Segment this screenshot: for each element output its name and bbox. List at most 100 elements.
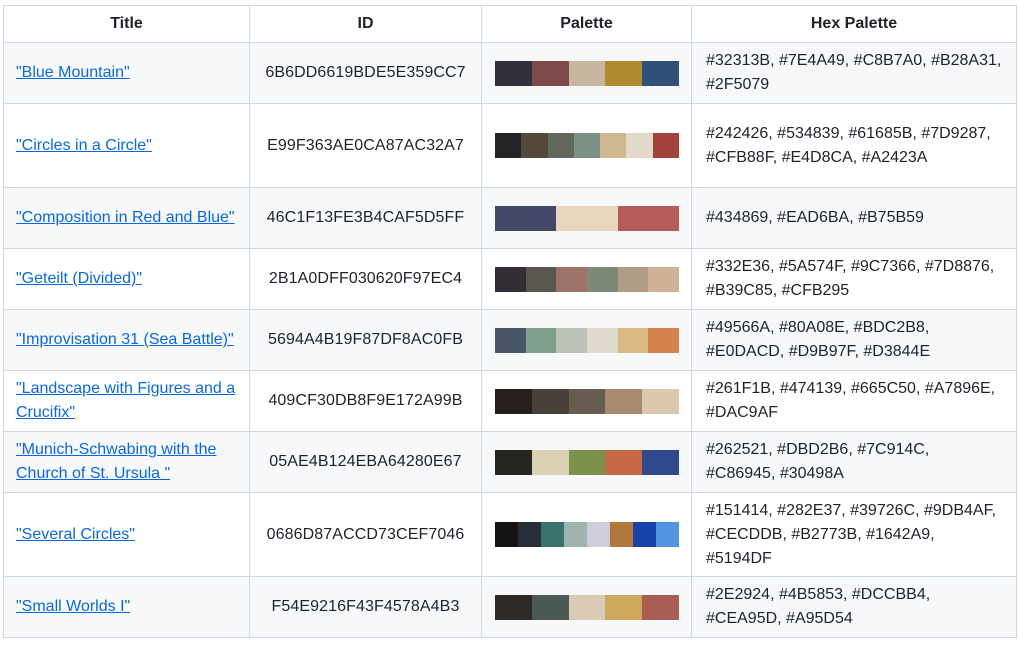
artwork-title-link[interactable]: "Munich-Schwabing with the Church of St.…	[16, 441, 217, 482]
title-cell: "Small Worlds I"	[3, 576, 250, 638]
color-swatch	[617, 205, 679, 231]
color-swatch	[617, 327, 649, 353]
artwork-id: 46C1F13FE3B4CAF5D5FF	[249, 187, 482, 249]
hex-palette-text: #262521, #DBD2B6, #7C914C, #C86945, #304…	[691, 431, 1017, 493]
palette-cell	[481, 103, 692, 188]
palette-swatch-strip	[495, 266, 680, 292]
artwork-id: 6B6DD6619BDE5E359CC7	[249, 42, 482, 104]
color-swatch	[600, 133, 627, 158]
artwork-id: 409CF30DB8F9E172A99B	[249, 370, 482, 432]
table-body: "Blue Mountain" 6B6DD6619BDE5E359CC7 #3231…	[3, 42, 1017, 638]
color-swatch	[617, 266, 649, 292]
color-swatch	[547, 133, 574, 158]
palette-swatch-strip	[495, 133, 679, 158]
color-swatch	[495, 388, 532, 414]
title-cell: "Blue Mountain"	[3, 42, 250, 104]
table-row: "Several Circles" 0686D87ACCD73CEF7046 #15…	[3, 492, 1017, 577]
palette-cell	[481, 42, 692, 104]
artwork-title-link[interactable]: "Blue Mountain"	[16, 64, 130, 81]
hex-palette-text: #332E36, #5A574F, #9C7366, #7D8876, #B39…	[691, 248, 1017, 310]
table-row: "Composition in Red and Blue" 46C1F13FE3B…	[3, 187, 1017, 249]
table-row: "Landscape with Figures and a Crucifix" 4…	[3, 370, 1017, 432]
artwork-title-link[interactable]: "Circles in a Circle"	[16, 136, 152, 154]
palette-swatch-strip	[495, 60, 679, 86]
color-swatch	[556, 327, 588, 353]
color-swatch	[495, 133, 522, 158]
header-id: ID	[249, 5, 482, 43]
color-swatch	[605, 388, 643, 414]
hex-palette-text: #2E2924, #4B5853, #DCCBB4, #CEA95D, #A95…	[691, 576, 1017, 638]
header-palette: Palette	[481, 5, 692, 43]
color-swatch	[556, 266, 588, 292]
color-swatch	[642, 60, 679, 86]
color-swatch	[531, 594, 569, 620]
artwork-title-link[interactable]: "Several Circles"	[16, 525, 135, 543]
hex-palette-text: #151414, #282E37, #39726C, #9DB4AF, #CEC…	[691, 492, 1017, 577]
table-row: "Geteilt (Divided)" 2B1A0DFF030620F97EC4 #…	[3, 248, 1017, 310]
title-cell: "Improvisation 31 (Sea Battle)"	[3, 309, 250, 371]
color-swatch	[531, 449, 569, 475]
artwork-id: 2B1A0DFF030620F97EC4	[249, 248, 482, 310]
artwork-title-link[interactable]: "Geteilt (Divided)"	[16, 270, 143, 287]
title-cell: "Several Circles"	[3, 492, 250, 577]
color-swatch	[656, 522, 679, 547]
artwork-title-link[interactable]: "Improvisation 31 (Sea Battle)"	[16, 331, 234, 348]
color-swatch	[605, 449, 643, 475]
color-swatch	[556, 205, 618, 231]
palette-swatch-strip	[495, 594, 679, 620]
hex-palette-text: #49566A, #80A08E, #BDC2B8, #E0DACD, #D9B…	[691, 309, 1017, 371]
color-swatch	[541, 522, 564, 547]
color-swatch	[633, 522, 656, 547]
palette-cell	[481, 248, 692, 310]
table-row: "Blue Mountain" 6B6DD6619BDE5E359CC7 #3231…	[3, 42, 1017, 104]
color-swatch	[495, 449, 532, 475]
header-title: Title	[3, 5, 250, 43]
color-swatch	[495, 60, 532, 86]
color-swatch	[531, 388, 569, 414]
hex-palette-text: #242426, #534839, #61685B, #7D9287, #CFB…	[691, 103, 1017, 188]
title-cell: "Circles in a Circle"	[3, 103, 250, 188]
color-swatch	[525, 266, 557, 292]
color-swatch	[587, 522, 610, 547]
color-swatch	[605, 594, 643, 620]
color-swatch	[568, 388, 606, 414]
color-swatch	[642, 388, 679, 414]
artwork-id: E99F363AE0CA87AC32A7	[249, 103, 482, 188]
palette-cell	[481, 492, 692, 577]
color-swatch	[495, 205, 557, 231]
artwork-title-link[interactable]: "Landscape with Figures and a Crucifix"	[16, 380, 236, 421]
artwork-title-link[interactable]: "Small Worlds I"	[16, 598, 131, 615]
table-row: "Small Worlds I" F54E9216F43F4578A4B3 #2E2…	[3, 576, 1017, 638]
color-swatch	[605, 60, 643, 86]
hex-palette-text: #434869, #EAD6BA, #B75B59	[691, 187, 1017, 249]
color-swatch	[495, 327, 526, 353]
color-swatch	[564, 522, 587, 547]
title-cell: "Landscape with Figures and a Crucifix"	[3, 370, 250, 432]
table-row: "Munich-Schwabing with the Church of St.…	[3, 431, 1017, 493]
table-header-row: Title ID Palette Hex Palette	[3, 5, 1017, 43]
palette-cell	[481, 370, 692, 432]
artwork-title-link[interactable]: "Composition in Red and Blue"	[16, 209, 235, 226]
palette-cell	[481, 309, 692, 371]
color-swatch	[573, 133, 601, 158]
title-cell: "Munich-Schwabing with the Church of St.…	[3, 431, 250, 493]
table-row: "Improvisation 31 (Sea Battle)" 5694A4B19…	[3, 309, 1017, 371]
palette-swatch-strip	[495, 449, 679, 475]
color-swatch	[525, 327, 557, 353]
color-swatch	[495, 594, 532, 620]
color-swatch	[518, 522, 541, 547]
color-swatch	[521, 133, 548, 158]
palette-cell	[481, 187, 692, 249]
artwork-id: 0686D87ACCD73CEF7046	[249, 492, 482, 577]
color-swatch	[642, 449, 679, 475]
color-swatch	[531, 60, 569, 86]
palette-table: Title ID Palette Hex Palette "Blue Mount…	[3, 5, 1017, 638]
color-swatch	[648, 266, 680, 292]
color-swatch	[642, 594, 679, 620]
color-swatch	[495, 522, 518, 547]
color-swatch	[652, 133, 679, 158]
color-swatch	[587, 266, 618, 292]
palette-cell	[481, 576, 692, 638]
hex-palette-text: #261F1B, #474139, #665C50, #A7896E, #DAC…	[691, 370, 1017, 432]
color-swatch	[587, 327, 618, 353]
